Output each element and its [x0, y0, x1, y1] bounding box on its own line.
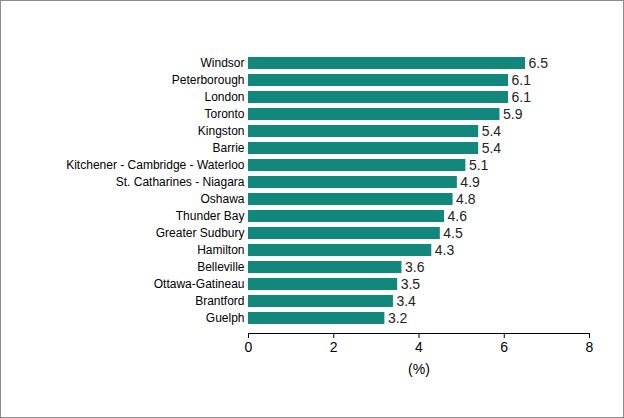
svg-text:Guelph: Guelph [206, 311, 245, 325]
svg-text:4.3: 4.3 [435, 242, 455, 258]
svg-text:5.9: 5.9 [503, 106, 523, 122]
svg-text:London: London [204, 90, 244, 104]
svg-text:2: 2 [330, 339, 338, 355]
svg-text:Greater Sudbury: Greater Sudbury [156, 226, 245, 240]
svg-text:Belleville: Belleville [197, 260, 245, 274]
svg-text:Windsor: Windsor [200, 56, 244, 70]
svg-text:6: 6 [500, 339, 508, 355]
svg-text:Oshawa: Oshawa [200, 192, 244, 206]
svg-text:5.1: 5.1 [469, 157, 489, 173]
svg-text:(%): (%) [408, 361, 430, 377]
svg-text:Barrie: Barrie [212, 141, 244, 155]
svg-text:5.4: 5.4 [482, 140, 502, 156]
svg-text:3.5: 3.5 [401, 276, 421, 292]
svg-text:3.6: 3.6 [405, 259, 425, 275]
svg-text:Thunder Bay: Thunder Bay [176, 209, 245, 223]
svg-text:Ottawa-Gatineau: Ottawa-Gatineau [154, 277, 245, 291]
svg-text:4.9: 4.9 [460, 174, 480, 190]
svg-text:St. Catharines - Niagara: St. Catharines - Niagara [116, 175, 245, 189]
svg-text:8: 8 [586, 339, 594, 355]
svg-text:Brantford: Brantford [195, 294, 244, 308]
svg-text:4.5: 4.5 [443, 225, 463, 241]
svg-text:4.8: 4.8 [456, 191, 476, 207]
svg-text:0: 0 [245, 339, 253, 355]
svg-text:3.2: 3.2 [388, 310, 408, 326]
svg-text:3.4: 3.4 [396, 293, 416, 309]
svg-text:Kingston: Kingston [198, 124, 245, 138]
svg-text:Hamilton: Hamilton [197, 243, 244, 257]
svg-text:Toronto: Toronto [204, 107, 244, 121]
svg-text:6.1: 6.1 [512, 72, 532, 88]
svg-text:Kitchener - Cambridge - Waterl: Kitchener - Cambridge - Waterloo [66, 158, 245, 172]
svg-text:4.6: 4.6 [448, 208, 468, 224]
svg-text:Peterborough: Peterborough [172, 73, 245, 87]
svg-text:4: 4 [415, 339, 423, 355]
svg-text:5.4: 5.4 [482, 123, 502, 139]
svg-text:6.1: 6.1 [512, 89, 532, 105]
svg-text:6.5: 6.5 [529, 55, 549, 71]
